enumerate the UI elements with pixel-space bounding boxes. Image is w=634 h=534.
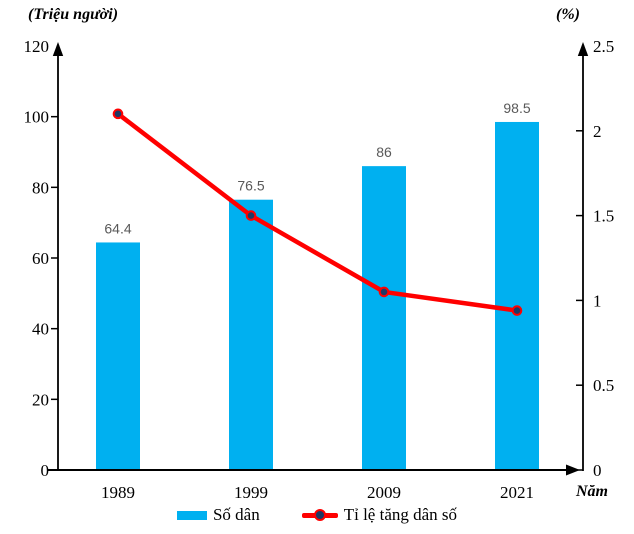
left-axis-tick-label-100: 100 bbox=[24, 108, 50, 127]
legend-label-growth-rate: Tỉ lệ tăng dân số bbox=[343, 505, 458, 524]
right-axis-tick-label-0: 0 bbox=[593, 461, 602, 480]
right-axis-tick-label-2: 2 bbox=[593, 122, 602, 141]
right-axis-title: (%) bbox=[556, 6, 580, 23]
legend-item-population: Số dân bbox=[176, 505, 260, 525]
left-axis-title: (Triệu người) bbox=[28, 6, 119, 23]
bar-data-label-1999: 76.5 bbox=[237, 178, 264, 194]
x-axis-arrow bbox=[566, 464, 580, 476]
bar-1999 bbox=[229, 199, 273, 470]
left-axis-tick-label-40: 40 bbox=[32, 320, 49, 339]
right-axis-tick-label-0.5: 0.5 bbox=[593, 376, 614, 395]
category-label-2009: 2009 bbox=[367, 483, 401, 502]
growth-rate-line bbox=[115, 111, 520, 313]
right-axis-tick-label-1.5: 1.5 bbox=[593, 207, 614, 226]
left-axis-arrow bbox=[52, 42, 64, 56]
left-axis-tick-label-120: 120 bbox=[24, 37, 50, 56]
population-bar-swatch bbox=[176, 510, 207, 520]
left-axis-tick-label-80: 80 bbox=[32, 178, 49, 197]
legend-item-growth-rate: Tỉ lệ tăng dân số bbox=[301, 505, 458, 525]
growth-rate-point-2009 bbox=[378, 286, 390, 298]
bar-2021 bbox=[495, 121, 539, 470]
right-axis-tick-label-1: 1 bbox=[593, 291, 602, 310]
left-axis-tick-label-0: 0 bbox=[41, 461, 50, 480]
category-label-2021: 2021 bbox=[500, 483, 534, 502]
bar-2009 bbox=[362, 166, 406, 470]
bar-1989 bbox=[96, 242, 140, 470]
right-axis-tick-label-2.5: 2.5 bbox=[593, 37, 614, 56]
right-axis-arrow bbox=[577, 42, 589, 56]
left-axis-tick-label-20: 20 bbox=[32, 390, 49, 409]
x-axis-title: Năm bbox=[576, 483, 608, 500]
growth-rate-point-2021 bbox=[511, 305, 523, 316]
category-label-1999: 1999 bbox=[234, 483, 268, 502]
legend-label-population: Số dân bbox=[212, 505, 260, 524]
category-label-1989: 1989 bbox=[101, 483, 135, 502]
growth-rate-marker-icon bbox=[313, 509, 326, 521]
growth-rate-point-1989 bbox=[112, 108, 124, 120]
bar-data-label-2009: 86 bbox=[376, 144, 392, 160]
bar-data-label-1989: 64.4 bbox=[104, 220, 131, 236]
growth-rate-line-icon bbox=[301, 509, 338, 521]
left-axis-tick-label-60: 60 bbox=[32, 249, 49, 268]
bar-data-label-2021: 98.5 bbox=[503, 100, 530, 116]
legend: Số dân Tỉ lệ tăng dân số bbox=[0, 502, 634, 528]
growth-rate-point-1999 bbox=[245, 210, 257, 221]
